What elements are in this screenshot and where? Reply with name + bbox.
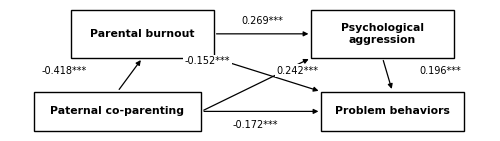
Text: Parental burnout: Parental burnout bbox=[90, 29, 195, 39]
Text: -0.152***: -0.152*** bbox=[185, 56, 230, 66]
Text: Problem behaviors: Problem behaviors bbox=[335, 106, 450, 116]
Text: -0.172***: -0.172*** bbox=[232, 120, 278, 130]
FancyBboxPatch shape bbox=[311, 10, 454, 58]
FancyBboxPatch shape bbox=[72, 10, 214, 58]
FancyBboxPatch shape bbox=[34, 92, 201, 131]
Text: -0.418***: -0.418*** bbox=[42, 66, 86, 75]
Text: 0.242***: 0.242*** bbox=[276, 66, 318, 75]
FancyBboxPatch shape bbox=[322, 92, 464, 131]
Text: Psychological
aggression: Psychological aggression bbox=[341, 23, 424, 45]
Text: Paternal co-parenting: Paternal co-parenting bbox=[50, 106, 184, 116]
Text: 0.269***: 0.269*** bbox=[242, 16, 284, 26]
Text: 0.196***: 0.196*** bbox=[419, 66, 461, 75]
